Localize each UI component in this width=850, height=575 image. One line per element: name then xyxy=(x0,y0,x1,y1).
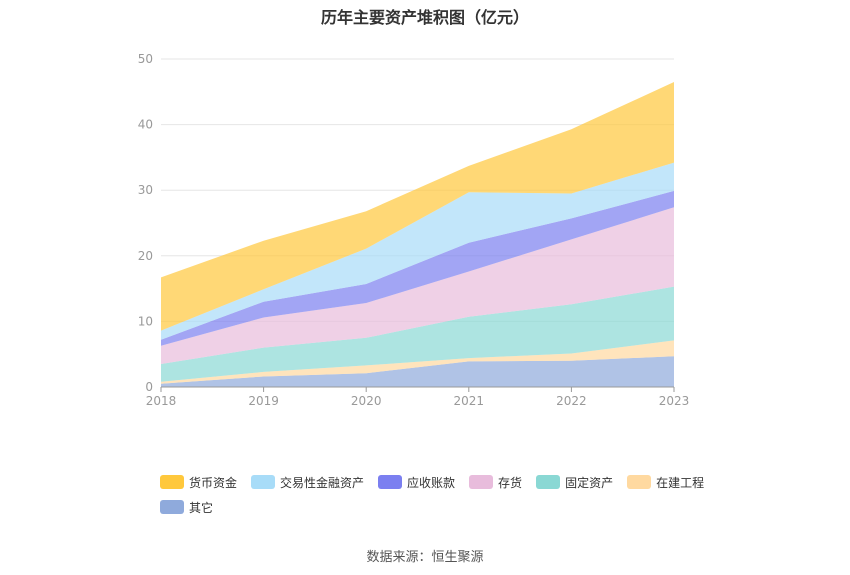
legend-item[interactable]: 存货 xyxy=(469,473,522,491)
legend-swatch xyxy=(160,500,184,514)
area-series-2 xyxy=(161,286,674,382)
y-tick-label: 50 xyxy=(138,52,153,66)
y-tick-label: 20 xyxy=(138,249,153,263)
y-tick-label: 30 xyxy=(138,183,153,197)
legend-label: 货币资金 xyxy=(189,475,238,490)
legend-item[interactable]: 在建工程 xyxy=(627,473,704,491)
x-tick-label: 2023 xyxy=(659,394,690,408)
data-source: 数据来源：恒生聚源 xyxy=(366,550,484,565)
area-series-5 xyxy=(161,162,674,340)
area-series xyxy=(161,82,674,387)
legend-swatch xyxy=(378,475,403,489)
legend-item[interactable]: 固定资产 xyxy=(536,473,613,491)
legend-swatch xyxy=(469,475,494,489)
x-tick-label: 2018 xyxy=(146,394,177,408)
area-series-1 xyxy=(161,340,674,384)
legend-label: 其它 xyxy=(189,500,214,515)
legend-label: 固定资产 xyxy=(565,475,614,490)
y-tick-label: 40 xyxy=(138,118,153,132)
legend-item[interactable]: 应收账款 xyxy=(378,473,455,491)
chart-title: 历年主要资产堆积图（亿元） xyxy=(320,8,529,27)
legend-label: 应收账款 xyxy=(407,475,456,490)
y-tick-label: 0 xyxy=(145,380,153,394)
legend-label: 交易性金融资产 xyxy=(280,475,365,490)
legend-swatch xyxy=(627,475,652,489)
legend-swatch xyxy=(160,475,184,489)
area-series-3 xyxy=(161,207,674,364)
x-tick-label: 2019 xyxy=(248,394,279,408)
x-tick-label: 2021 xyxy=(454,394,485,408)
legend-item[interactable]: 交易性金融资产 xyxy=(251,473,364,491)
axes: 0 10 20 30 40 50 2018 2019 2020 2021 2022 2023 xyxy=(138,52,690,408)
legend-swatch xyxy=(251,475,276,489)
legend-item[interactable]: 货币资金 xyxy=(160,473,237,491)
area-series-0 xyxy=(161,356,674,387)
legend-item[interactable]: 其它 xyxy=(160,498,213,516)
y-tick-label: 10 xyxy=(138,314,153,328)
x-tick-label: 2022 xyxy=(556,394,587,408)
area-series-4 xyxy=(161,190,674,346)
legend-label: 在建工程 xyxy=(656,475,705,490)
area-series-6 xyxy=(161,82,674,331)
x-tick-label: 2020 xyxy=(351,394,382,408)
legend: 货币资金 交易性金融资产 应收账款 存货 固定资产 在建工程其它 xyxy=(160,473,720,523)
legend-label: 存货 xyxy=(498,475,523,490)
legend-swatch xyxy=(536,475,561,489)
